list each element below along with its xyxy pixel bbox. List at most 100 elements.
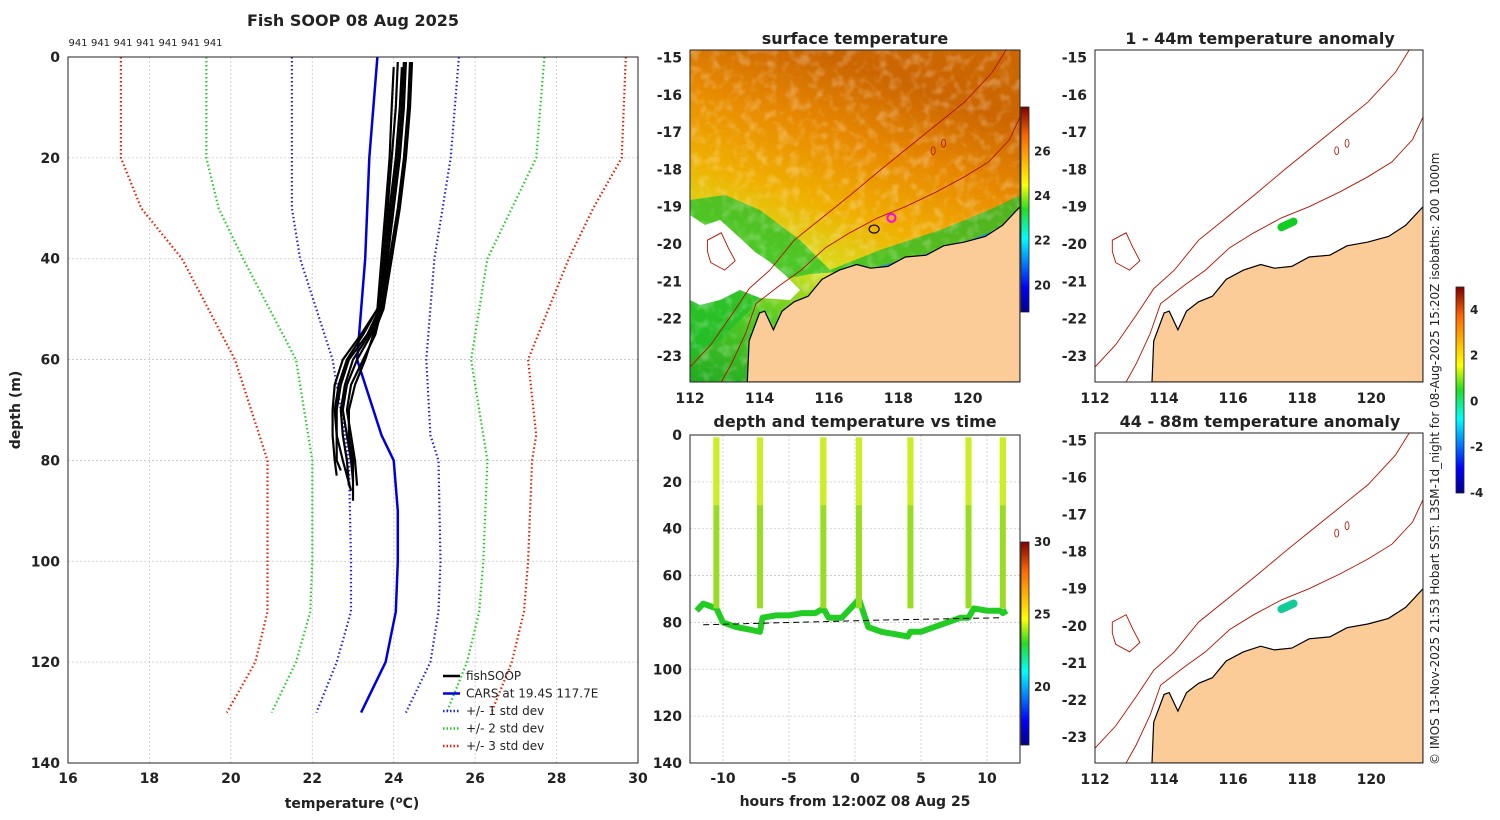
lon-tick-label: 118 — [1288, 772, 1317, 788]
lon-tick-label: 116 — [814, 391, 843, 407]
island-isobath — [1111, 614, 1141, 653]
colorbar-tick-label: 20 — [1034, 680, 1051, 694]
anomaly-track — [1277, 217, 1298, 232]
reef-contour — [941, 138, 946, 148]
x-tick-label: -5 — [781, 771, 797, 787]
isobath-200m — [1125, 499, 1423, 763]
probe-id: 941 — [203, 38, 222, 49]
sst-cloud-mask — [690, 215, 800, 305]
probe-id: 941 — [136, 38, 155, 49]
land-group — [1151, 205, 1423, 382]
legend-label: +/- 3 std dev — [466, 739, 544, 753]
lat-tick-label: -23 — [657, 349, 682, 365]
isobath-1000m — [690, 50, 1007, 368]
lat-tick-label: -23 — [1062, 730, 1087, 746]
lat-tick-label: -21 — [657, 274, 682, 290]
land — [1151, 205, 1423, 382]
profile-chart: Fish SOOP 08 Aug 2025 941 941 941 941 941 941… — [8, 11, 648, 812]
y-tick-label: 60 — [41, 353, 61, 369]
colorbar-tick-label: -2 — [1470, 440, 1483, 454]
lat-tick-label: -19 — [1062, 200, 1087, 216]
lat-tick-label: -23 — [1062, 349, 1087, 365]
lat-tick-label: -17 — [1062, 125, 1087, 141]
lat-tick-label: -19 — [1062, 582, 1087, 598]
y-tick-label: 40 — [663, 522, 683, 538]
island-isobath — [1111, 232, 1141, 271]
anomaly-map-44-88: 44 - 88m temperature anomaly 112 114 116 11… — [1062, 286, 1483, 788]
probe-id: 941 — [113, 38, 132, 49]
lon-tick-label: 118 — [884, 391, 913, 407]
x-tick-label: 18 — [140, 771, 159, 787]
colorbar-tick-label: 2 — [1470, 349, 1478, 363]
legend-label: +/- 2 std dev — [466, 722, 544, 736]
reef-contour — [1334, 528, 1340, 538]
lon-tick-label: 114 — [1149, 772, 1178, 788]
isobath-200m — [1125, 116, 1423, 382]
fish-profile-line — [333, 67, 403, 491]
depth-time-frame — [689, 434, 1021, 764]
probe-id: 941 — [181, 38, 200, 49]
x-tick-label: 22 — [303, 771, 322, 787]
y-tick-label: 120 — [31, 655, 60, 671]
x-tick-label: 0 — [850, 771, 860, 787]
sst-colorbar — [1020, 106, 1030, 313]
x-tick-label: 16 — [58, 771, 77, 787]
legend-label: CARS at 19.4S 117.7E — [466, 687, 598, 701]
x-tick-label: 30 — [628, 771, 648, 787]
credit-text: © IMOS 13-Nov-2025 21:53 Hobart SST: L3S… — [1428, 153, 1442, 765]
land — [1151, 587, 1423, 763]
isobath-group — [1095, 433, 1423, 763]
lon-tick-label: 116 — [1218, 772, 1247, 788]
colorbar-tick-label: -4 — [1470, 486, 1483, 500]
anomaly-2-frame — [1094, 432, 1424, 764]
lat-tick-label: -20 — [657, 237, 683, 253]
profile-x-label: temperature (oC) — [285, 795, 420, 813]
profile-legend: fishSOOP CARS at 19.4S 117.7E +/- 1 std de… — [443, 669, 598, 753]
sst-title: surface temperature — [762, 29, 949, 48]
sst-frame — [689, 49, 1021, 383]
reef-contour — [1344, 521, 1350, 531]
colorbar-tick-label: 22 — [1034, 234, 1051, 248]
reef-contour — [930, 146, 936, 156]
std2-left-line — [205, 57, 314, 714]
sst-isobaths — [690, 50, 1020, 382]
x-tick-label: 10 — [977, 771, 997, 787]
lat-tick-label: -21 — [1062, 656, 1087, 672]
std1-left-line — [290, 57, 353, 714]
lat-tick-label: -15 — [1062, 50, 1087, 66]
y-tick-label: 100 — [653, 662, 682, 678]
anomaly-track — [1277, 599, 1298, 614]
isobath-1000m — [1095, 50, 1410, 368]
lat-tick-label: -18 — [657, 162, 682, 178]
lon-tick-label: 112 — [1080, 772, 1109, 788]
fish-profile-line — [339, 61, 405, 486]
lat-tick-label: -19 — [657, 200, 682, 216]
anomaly-1-title: 1 - 44m temperature anomaly — [1125, 29, 1395, 48]
y-tick-label: 100 — [31, 554, 60, 570]
x-tick-label: 5 — [916, 771, 926, 787]
anomaly-1-frame — [1094, 49, 1424, 383]
colorbar-tick-label: 0 — [1470, 394, 1478, 408]
fish-profile-line — [345, 61, 412, 486]
bottom-depth-trace — [694, 596, 1009, 640]
y-tick-label: 140 — [31, 756, 60, 772]
isobath-1000m — [1095, 433, 1410, 749]
lon-tick-label: 116 — [1218, 391, 1247, 407]
lon-tick-label: 120 — [953, 391, 982, 407]
lat-tick-label: -15 — [1062, 433, 1087, 449]
profile-y-label: depth (m) — [8, 371, 24, 449]
std3-left-line — [119, 57, 269, 714]
lat-tick-label: -20 — [1062, 237, 1088, 253]
island-isobath — [706, 232, 736, 271]
track-end-marker — [886, 212, 897, 223]
land-group — [1151, 587, 1423, 763]
lat-tick-label: -22 — [1062, 312, 1087, 328]
lat-tick-label: -15 — [657, 50, 682, 66]
lon-tick-label: 112 — [675, 391, 704, 407]
profile-title: Fish SOOP 08 Aug 2025 — [247, 11, 459, 30]
fish-profile-line — [331, 67, 395, 476]
lon-tick-label: 118 — [1288, 391, 1317, 407]
anomaly-colorbar — [1455, 286, 1465, 494]
probe-id: 941 — [158, 38, 177, 49]
